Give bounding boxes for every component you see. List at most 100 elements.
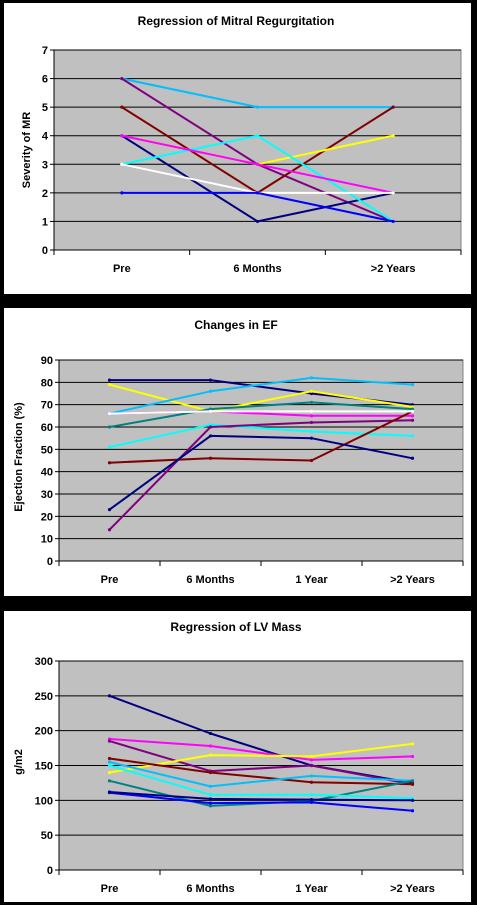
x-tick-label: 1 Year bbox=[295, 574, 328, 586]
data-point bbox=[309, 429, 314, 434]
plot-area: 0 50 100 150 200 250 300 Pre 6 Months 1 Year >2 Ye… bbox=[35, 656, 464, 895]
mr-chart: Regression of Mitral Regurgitation Sever… bbox=[21, 14, 462, 275]
plot-background bbox=[53, 49, 462, 251]
y-tick-label: 10 bbox=[41, 534, 53, 546]
series-line-6 bbox=[109, 761, 413, 788]
data-point bbox=[208, 407, 213, 411]
plot-area: 0 1 2 3 4 5 6 7 Pre 6 Months >2 Years bbox=[42, 45, 462, 275]
data-point bbox=[208, 793, 213, 797]
data-point bbox=[410, 407, 415, 411]
data-point bbox=[410, 754, 415, 759]
data-point bbox=[107, 790, 112, 794]
x-tick-label: Pre bbox=[101, 574, 119, 586]
data-point bbox=[410, 782, 415, 786]
data-point bbox=[208, 744, 213, 748]
data-point bbox=[255, 134, 260, 138]
y-tick-label: 7 bbox=[42, 45, 48, 57]
data-point bbox=[309, 458, 314, 463]
x-tick-label: 6 Months bbox=[186, 883, 234, 895]
data-point bbox=[309, 763, 314, 768]
data-point bbox=[107, 694, 112, 698]
plot-area: 0 10 20 30 40 50 60 70 80 90 Pre 6 Months 1 Year >2 Y… bbox=[41, 355, 464, 586]
data-point bbox=[107, 739, 112, 743]
lv-mass-chart: Regression of LV Mass g/m2 0 50 100 150 200 2… bbox=[13, 620, 464, 895]
y-tick-label: 100 bbox=[35, 795, 53, 807]
data-point bbox=[208, 797, 213, 801]
y-tick-label: 60 bbox=[41, 422, 53, 434]
data-point bbox=[309, 420, 314, 425]
data-point bbox=[309, 800, 314, 805]
series-line-10 bbox=[109, 410, 413, 415]
data-point bbox=[309, 758, 314, 762]
series-line-5 bbox=[109, 757, 413, 786]
data-point bbox=[309, 780, 314, 784]
data-point bbox=[107, 508, 112, 512]
data-point bbox=[208, 423, 213, 427]
data-point bbox=[107, 461, 112, 465]
y-tick-label: 250 bbox=[35, 691, 53, 703]
chart-title: Regression of LV Mass bbox=[170, 620, 301, 634]
data-point bbox=[309, 400, 314, 405]
ef-chart: Changes in EF Ejection Fraction (%) 0 10 2… bbox=[13, 318, 464, 586]
data-point bbox=[107, 760, 112, 764]
x-tick-label: Pre bbox=[101, 883, 119, 895]
data-point bbox=[208, 770, 213, 775]
data-point bbox=[208, 804, 213, 808]
y-tick-label: 300 bbox=[35, 656, 53, 668]
data-point bbox=[410, 382, 415, 387]
data-point bbox=[107, 378, 112, 382]
data-point bbox=[309, 389, 314, 393]
data-point bbox=[120, 76, 124, 81]
series-line-9 bbox=[109, 791, 413, 812]
y-tick-label: 150 bbox=[35, 761, 53, 773]
data-point bbox=[255, 162, 260, 166]
data-point bbox=[410, 403, 415, 407]
series-line-4 bbox=[109, 742, 413, 774]
x-tick-label: >2 Years bbox=[390, 574, 435, 586]
data-point bbox=[208, 389, 213, 393]
mr-chart-panel: Regression of Mitral Regurgitation Sever… bbox=[4, 3, 471, 294]
data-point bbox=[208, 378, 213, 382]
series-line-9 bbox=[108, 434, 413, 511]
chart-title: Regression of Mitral Regurgitation bbox=[138, 14, 335, 28]
data-point bbox=[120, 191, 124, 195]
x-tick-label: 6 Months bbox=[233, 263, 281, 275]
data-point bbox=[120, 105, 124, 109]
x-tick-label: 6 Months bbox=[186, 574, 234, 586]
y-tick-label: 4 bbox=[42, 131, 49, 143]
data-point bbox=[255, 191, 260, 195]
data-point bbox=[410, 809, 415, 813]
y-axis-label: Ejection Fraction (%) bbox=[13, 402, 25, 512]
data-point bbox=[410, 414, 415, 418]
y-tick-label: 80 bbox=[41, 377, 53, 389]
y-tick-label: 20 bbox=[41, 511, 53, 523]
y-tick-label: 50 bbox=[41, 444, 53, 456]
y-tick-label: 5 bbox=[42, 102, 48, 114]
data-point bbox=[208, 425, 213, 429]
data-point bbox=[391, 134, 395, 138]
data-point bbox=[120, 134, 124, 138]
data-point bbox=[309, 798, 314, 802]
x-tick-label: Pre bbox=[113, 263, 131, 275]
data-point bbox=[391, 105, 395, 109]
series-line-2 bbox=[109, 383, 413, 413]
data-point bbox=[309, 409, 314, 413]
data-point bbox=[410, 434, 415, 438]
series-line-8 bbox=[109, 764, 413, 800]
y-tick-label: 6 bbox=[42, 74, 48, 86]
data-point bbox=[208, 784, 213, 788]
series-line-10 bbox=[109, 791, 413, 802]
y-tick-label: 3 bbox=[42, 159, 48, 171]
data-point bbox=[410, 418, 415, 422]
data-point bbox=[107, 770, 112, 775]
data-point bbox=[391, 219, 395, 224]
data-point bbox=[107, 445, 112, 449]
data-point bbox=[107, 528, 112, 532]
data-point bbox=[255, 219, 260, 224]
x-tick-label: >2 Years bbox=[390, 883, 435, 895]
data-point bbox=[208, 731, 213, 736]
series-line-8 bbox=[109, 410, 413, 464]
data-point bbox=[107, 412, 112, 416]
series-line-2 bbox=[109, 738, 413, 761]
y-tick-label: 200 bbox=[35, 726, 53, 738]
